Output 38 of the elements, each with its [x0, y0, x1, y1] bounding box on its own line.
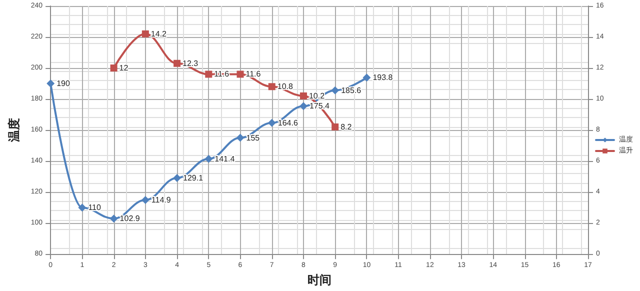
x-axis-title: 时间 — [307, 273, 332, 287]
point — [205, 70, 212, 78]
data-label: 155 — [246, 133, 260, 142]
point — [236, 70, 244, 78]
point — [268, 118, 276, 127]
data-label: 141.4 — [214, 154, 236, 164]
point — [332, 123, 339, 130]
point — [110, 214, 118, 223]
data-label: 11.6 — [246, 70, 262, 79]
point — [300, 92, 307, 100]
data-label: 10.8 — [277, 82, 294, 92]
data-label: 129.1 — [183, 173, 204, 182]
data-label: 114.9 — [151, 195, 172, 204]
data-label: 102.9 — [120, 214, 140, 224]
data-label: 193.8 — [372, 73, 394, 82]
point — [299, 102, 308, 110]
data-label: 12 — [119, 64, 129, 73]
point — [78, 204, 86, 212]
point — [204, 154, 213, 163]
point — [236, 134, 244, 142]
point — [46, 80, 55, 88]
data-label: 164.6 — [278, 118, 298, 128]
point — [110, 64, 118, 72]
point — [142, 30, 149, 38]
data-label: 190 — [56, 79, 70, 88]
point — [173, 174, 182, 182]
data-label: 110 — [88, 203, 102, 212]
data-label: 11.6 — [214, 70, 230, 79]
data-label: 8.2 — [340, 122, 352, 132]
point — [362, 74, 371, 82]
point — [331, 86, 340, 94]
y-axis-title: 温度 — [7, 118, 21, 144]
data-label: 14.2 — [150, 29, 168, 38]
point — [174, 60, 181, 67]
data-label: 12.3 — [182, 58, 199, 68]
point — [141, 196, 150, 204]
point — [268, 83, 276, 90]
data-label: 185.6 — [341, 86, 362, 95]
